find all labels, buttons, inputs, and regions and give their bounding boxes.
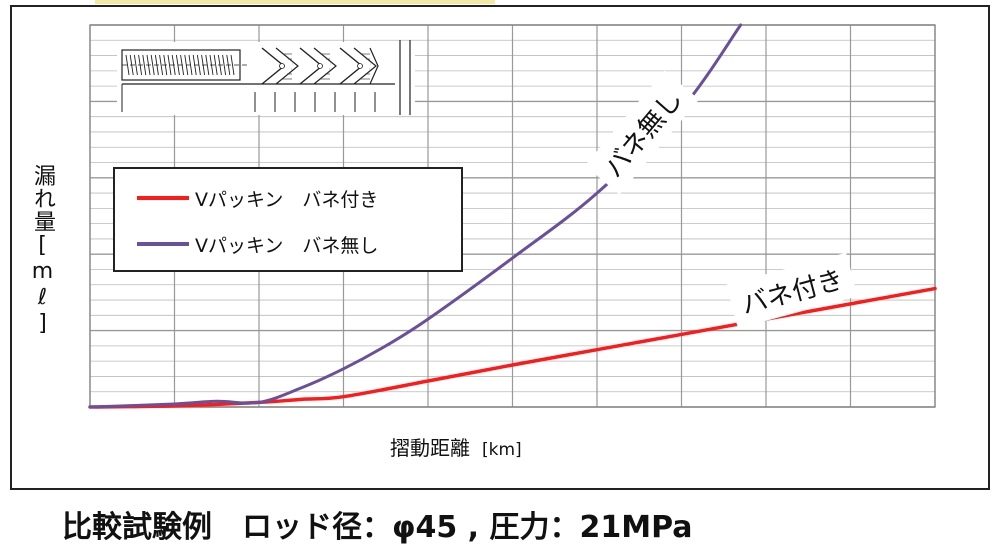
plot-border <box>89 24 936 408</box>
test-caption: 比較試験例 ロッド径：φ45 , 圧力：21MPa <box>62 510 693 545</box>
spring-coil <box>167 54 172 76</box>
v-packing-ring <box>275 47 299 85</box>
x-axis-unit: [km] <box>482 440 522 460</box>
spring-coil <box>159 54 164 76</box>
spring-coil <box>133 54 138 76</box>
spring-coil <box>213 54 218 76</box>
spring-coil <box>175 54 180 76</box>
spring-coil <box>150 54 155 76</box>
ring-marker <box>279 63 285 69</box>
spring-coil <box>142 54 147 76</box>
spring-coil <box>222 54 227 76</box>
x-axis-label: 摺動距離 [km] <box>390 432 590 461</box>
legend-label-spring: Vパッキン バネ付き <box>195 188 379 211</box>
packing-diagram-inset <box>117 40 415 115</box>
ring-marker <box>357 63 363 69</box>
y-axis-label: 漏れ量[mℓ] <box>30 163 55 337</box>
x-axis-title: 摺動距離 <box>390 436 470 460</box>
v-packing-ring <box>353 47 377 85</box>
legend-label-nospring: Vパッキン バネ無し <box>195 234 379 257</box>
ring-marker <box>317 63 323 69</box>
legend-swatch-spring <box>137 196 189 200</box>
legend-entry-nospring: Vパッキン バネ無し <box>137 229 378 259</box>
spring-coil <box>230 54 235 76</box>
highlight-strip <box>95 0 495 4</box>
adapter-ring <box>369 47 379 85</box>
v-packing-ring <box>313 47 337 85</box>
spring-coil <box>125 54 130 76</box>
spring-coil <box>205 54 210 76</box>
legend-swatch-nospring <box>137 242 189 246</box>
legend: Vパッキン バネ付き Vパッキン バネ無し <box>113 167 463 272</box>
legend-entry-spring: Vパッキン バネ付き <box>137 183 378 213</box>
